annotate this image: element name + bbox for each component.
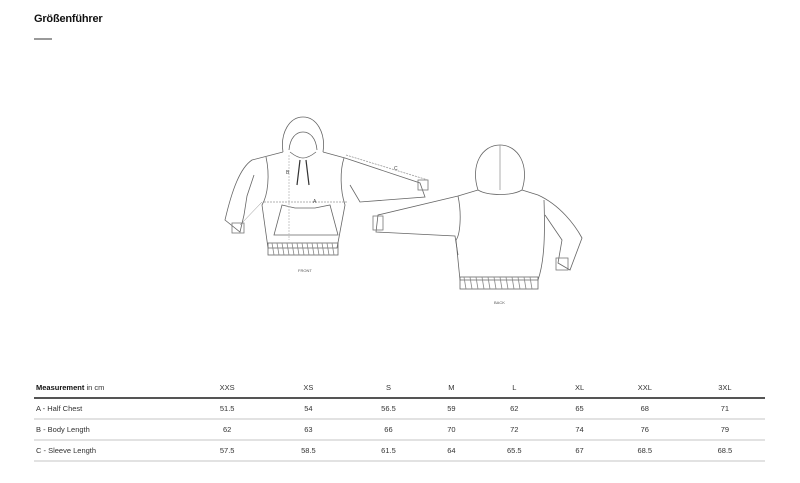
cell: 56.5: [381, 404, 396, 413]
size-header: XL: [574, 383, 585, 392]
size-header: 3XL: [718, 383, 732, 392]
size-header: M: [448, 383, 455, 392]
cell: 59: [447, 404, 456, 413]
back-label: BACK: [494, 300, 505, 305]
title-underline: [34, 38, 52, 40]
cell: 76: [640, 425, 649, 434]
cell: 65: [575, 404, 584, 413]
row-label: C - Sleeve Length: [36, 446, 97, 455]
measurement-header: Measurement in cm: [34, 378, 186, 398]
cell: 66: [384, 425, 393, 434]
measure-b-label: B: [286, 170, 290, 176]
cell: 51.5: [219, 404, 235, 413]
size-header: XXS: [219, 383, 235, 392]
cell: 63: [304, 425, 313, 434]
front-label: FRONT: [298, 268, 312, 273]
cell: 74: [575, 425, 584, 434]
size-header: XXL: [637, 383, 652, 392]
cell: 67: [575, 446, 584, 455]
cell: 72: [510, 425, 519, 434]
measure-c-label: C: [394, 166, 398, 172]
hoodie-back: BACK: [372, 144, 583, 305]
cell: 54: [304, 404, 313, 413]
cell: 71: [720, 404, 730, 413]
table-header-row: Measurement in cm XXS XS S M L XL XXL 3X…: [34, 378, 765, 398]
cell: 79: [720, 425, 730, 434]
cell: 68.5: [717, 446, 733, 455]
measure-a-label: A: [313, 199, 317, 205]
measurement-header-bold: Measurement: [36, 383, 85, 392]
size-header: L: [512, 383, 517, 392]
cell: 58.5: [301, 446, 316, 455]
cell: 61.5: [381, 446, 396, 455]
table-row: C - Sleeve Length 57.5 58.5 61.5 64 65.5…: [34, 440, 765, 461]
table-row: B - Body Length 62 63 66 70 72 74 76 79: [34, 419, 765, 440]
row-label: A - Half Chest: [36, 404, 83, 413]
cell: 64: [447, 446, 456, 455]
measurement-unit: in cm: [86, 383, 105, 392]
cell: 70: [447, 425, 456, 434]
cell: 65.5: [507, 446, 522, 455]
cell: 57.5: [219, 446, 235, 455]
row-label: B - Body Length: [36, 425, 90, 434]
size-table: Measurement in cm XXS XS S M L XL XXL 3X…: [34, 378, 765, 462]
size-header: S: [385, 383, 391, 392]
size-header: XS: [303, 383, 314, 392]
page-title: Größenführer: [34, 13, 103, 25]
cell: 68: [640, 404, 649, 413]
table-row: A - Half Chest 51.5 54 56.5 59 62 65 68 …: [34, 398, 765, 419]
hoodie-diagram: A B C FRONT BACK: [224, 116, 583, 305]
cell: 62: [222, 425, 232, 434]
hoodie-front: A B C FRONT: [224, 116, 429, 273]
cell: 62: [510, 404, 519, 413]
cell: 68.5: [637, 446, 653, 455]
